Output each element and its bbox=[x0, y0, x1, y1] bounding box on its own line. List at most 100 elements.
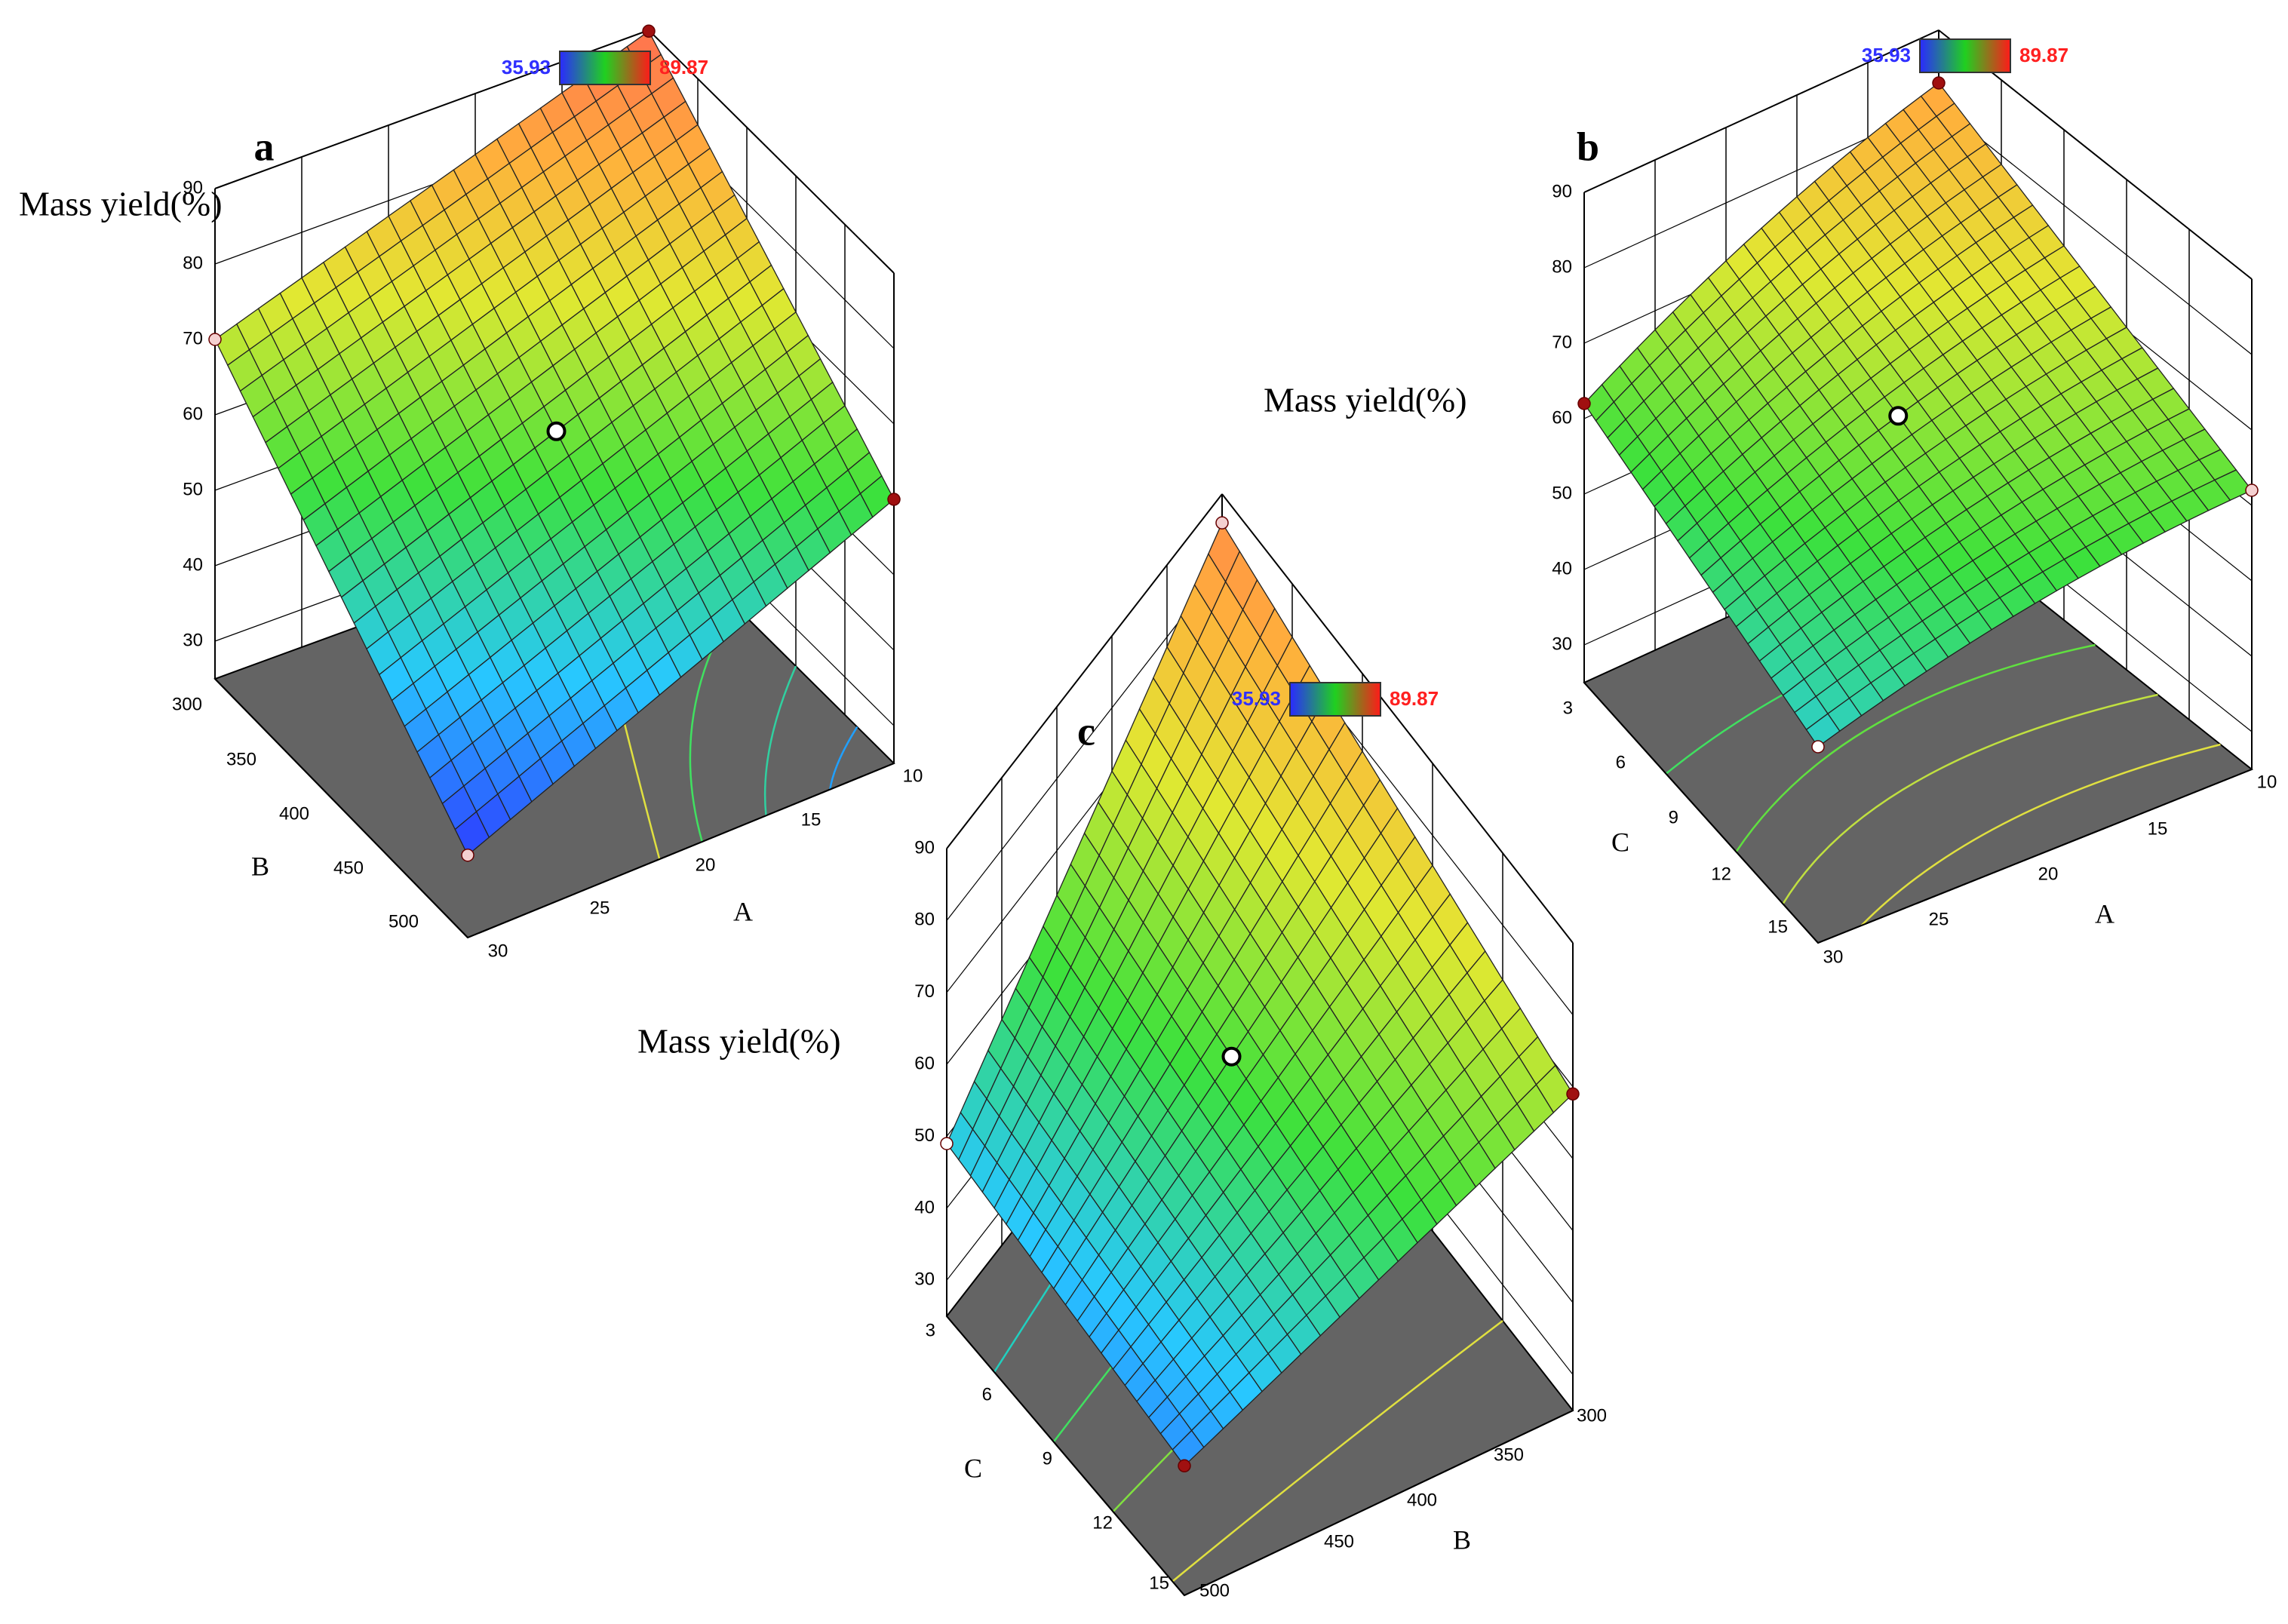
z-tick-label: 60 bbox=[914, 1053, 935, 1073]
z-tick-label: 50 bbox=[1552, 483, 1572, 503]
contour-line bbox=[763, 665, 797, 816]
z-axis-label: Mass yield(%) bbox=[637, 1022, 841, 1061]
wall-gridline bbox=[946, 493, 1223, 849]
contour-line bbox=[1860, 743, 2221, 926]
colorbar-ramp bbox=[1289, 682, 1381, 717]
x-tick-label: 20 bbox=[2038, 864, 2059, 884]
z-tick-label: 50 bbox=[914, 1125, 935, 1146]
colorbar: 35.93 89.87 bbox=[1232, 682, 1439, 717]
z-tick-labels: 30 40 50 60 70 80 90 bbox=[1552, 181, 1572, 654]
z-tick-label: 90 bbox=[183, 177, 203, 198]
colorbar-ramp bbox=[559, 51, 651, 85]
contour-line bbox=[829, 726, 858, 790]
panel-a: 30 40 50 60 70 80 90 10 15 20 25 30 300 350 400 450 500 M… bbox=[19, 24, 923, 961]
y-tick-label: 400 bbox=[279, 803, 309, 824]
design-points bbox=[1577, 76, 2259, 754]
y-tick-label: 15 bbox=[1149, 1573, 1169, 1593]
wall-gridline bbox=[1938, 105, 2253, 355]
y-tick-label: 3 bbox=[1563, 698, 1573, 718]
colorbar: 35.93 89.87 bbox=[1862, 38, 2068, 73]
design-point-marker bbox=[642, 24, 656, 38]
x-tick-label: 30 bbox=[1823, 947, 1844, 967]
colorbar-max-label: 89.87 bbox=[2019, 44, 2068, 66]
wall-gridline bbox=[946, 566, 1223, 921]
y-tick-label: 350 bbox=[226, 749, 256, 769]
y-axis-label: B bbox=[251, 851, 269, 881]
x-tick-label: 15 bbox=[801, 809, 822, 830]
z-tick-label: 90 bbox=[914, 837, 935, 858]
floor-edge bbox=[214, 678, 468, 938]
z-tick-label: 40 bbox=[183, 554, 203, 575]
floor-edge bbox=[1817, 769, 2253, 944]
colorbar-max-label: 89.87 bbox=[659, 56, 708, 78]
z-tick-label: 40 bbox=[914, 1197, 935, 1217]
design-points bbox=[940, 516, 1580, 1473]
z-tick-label: 40 bbox=[1552, 558, 1572, 579]
y-tick-label: 3 bbox=[926, 1320, 935, 1340]
y-axis-label: C bbox=[1611, 827, 1629, 857]
design-point-marker bbox=[1888, 406, 1909, 426]
wall-gridline bbox=[648, 29, 895, 274]
x-tick-label: 25 bbox=[590, 898, 610, 918]
colorbar: 35.93 89.87 bbox=[502, 51, 708, 85]
x-tick-label: 350 bbox=[1494, 1444, 1524, 1465]
floor-edge bbox=[946, 1315, 1185, 1596]
design-point-marker bbox=[208, 333, 222, 346]
response-surface bbox=[946, 521, 1574, 1467]
design-point-marker bbox=[887, 493, 901, 506]
z-tick-label: 80 bbox=[914, 910, 935, 930]
design-points bbox=[208, 24, 901, 862]
x-tick-label: 25 bbox=[1929, 909, 1949, 929]
x-tick-label: 10 bbox=[2257, 772, 2277, 792]
x-tick-label: 400 bbox=[1407, 1490, 1437, 1510]
design-point-marker bbox=[1577, 397, 1591, 410]
x-tick-label: 10 bbox=[903, 766, 923, 786]
y-tick-label: 15 bbox=[1767, 916, 1788, 937]
z-tick-label: 70 bbox=[1552, 332, 1572, 352]
x-tick-label: 500 bbox=[1199, 1580, 1230, 1601]
design-point-marker bbox=[1932, 76, 1946, 90]
contour-line bbox=[1735, 643, 2096, 852]
y-tick-label: 450 bbox=[333, 858, 364, 878]
y-axis-label: C bbox=[964, 1453, 982, 1483]
colorbar-max-label: 89.87 bbox=[1390, 687, 1439, 710]
design-point-marker bbox=[1811, 740, 1825, 754]
y-tick-labels: 3 6 9 12 15 bbox=[926, 1320, 1169, 1593]
z-tick-label: 30 bbox=[1552, 634, 1572, 654]
design-point-marker bbox=[940, 1137, 954, 1150]
z-tick-label: 80 bbox=[183, 253, 203, 273]
x-axis-label: B bbox=[1453, 1524, 1471, 1555]
design-point-marker bbox=[1566, 1087, 1580, 1101]
x-tick-labels: 10 15 20 25 30 bbox=[1823, 772, 2277, 967]
wall-gridline bbox=[1221, 493, 1574, 944]
panel-letter: b bbox=[1577, 124, 1599, 169]
y-tick-label: 12 bbox=[1711, 864, 1731, 884]
response-surface bbox=[1583, 82, 2253, 748]
z-tick-label: 30 bbox=[183, 630, 203, 650]
contour-line bbox=[1782, 693, 2158, 904]
floor-edge bbox=[1583, 682, 1819, 944]
x-axis-label: A bbox=[2095, 898, 2114, 929]
z-axis-label: Mass yield(%) bbox=[19, 185, 223, 223]
x-tick-labels: 300 350 400 450 500 bbox=[1199, 1405, 1607, 1601]
design-point-marker bbox=[546, 421, 567, 441]
y-tick-label: 500 bbox=[388, 911, 419, 932]
z-axis-label: Mass yield(%) bbox=[1264, 381, 1467, 419]
z-tick-labels: 30 40 50 60 70 80 90 bbox=[914, 837, 935, 1289]
z-tick-label: 80 bbox=[1552, 256, 1572, 277]
y-tick-label: 6 bbox=[1616, 752, 1626, 772]
colorbar-ramp bbox=[1919, 38, 2011, 73]
panel-b: 30 40 50 60 70 80 90 10 15 20 25 30 3 6 9 12 15 Mass yiel… bbox=[1264, 29, 2277, 967]
y-tick-labels: 3 6 9 12 15 bbox=[1563, 698, 1788, 937]
x-tick-label: 450 bbox=[1324, 1531, 1354, 1552]
colorbar-min-label: 35.93 bbox=[502, 56, 551, 78]
z-tick-label: 70 bbox=[914, 981, 935, 1002]
z-tick-labels: 30 40 50 60 70 80 90 bbox=[183, 177, 203, 650]
z-tick-label: 50 bbox=[183, 479, 203, 499]
design-point-marker bbox=[1221, 1046, 1242, 1067]
panel-letter: a bbox=[254, 124, 275, 169]
y-tick-label: 9 bbox=[1043, 1448, 1052, 1469]
y-tick-label: 6 bbox=[982, 1384, 992, 1404]
response-surface bbox=[214, 30, 895, 856]
